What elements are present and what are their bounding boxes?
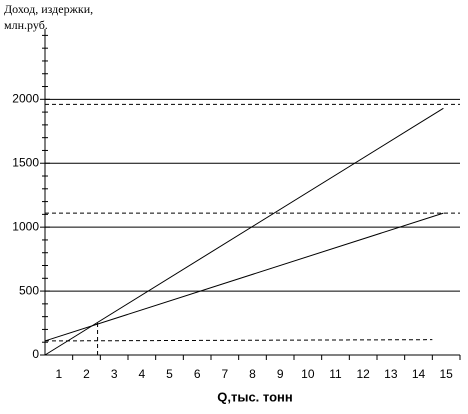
- x-tick-label: 15: [439, 367, 453, 381]
- x-tick-label: 3: [111, 367, 118, 381]
- x-tick-label: 13: [384, 367, 398, 381]
- x-tick-label: 1: [55, 367, 62, 381]
- y-axis-label: млн.руб.: [4, 18, 48, 32]
- x-tick-label: 5: [166, 367, 173, 381]
- x-tick-label: 9: [277, 367, 284, 381]
- x-tick-label: 4: [138, 367, 145, 381]
- y-tick-label: 1500: [12, 155, 39, 169]
- reference-line: [44, 339, 433, 342]
- line: [44, 107, 444, 356]
- y-axis-label: Доход, издержки,: [4, 2, 93, 16]
- x-tick-label: 10: [301, 367, 315, 381]
- y-tick-label: 500: [19, 283, 39, 297]
- y-tick-label: 1000: [12, 219, 39, 233]
- x-tick-label: 7: [221, 367, 228, 381]
- line: [44, 212, 444, 342]
- x-tick-label: 12: [356, 367, 370, 381]
- y-tick-label: 0: [32, 347, 39, 361]
- x-tick-label: 2: [83, 367, 90, 381]
- x-tick-label: 6: [194, 367, 201, 381]
- y-tick-label: 2000: [12, 91, 39, 105]
- x-axis-label: Q,тыс. тонн: [217, 389, 293, 404]
- x-tick-label: 8: [249, 367, 256, 381]
- x-tick-label: 11: [329, 367, 342, 381]
- x-tick-label: 14: [412, 367, 426, 381]
